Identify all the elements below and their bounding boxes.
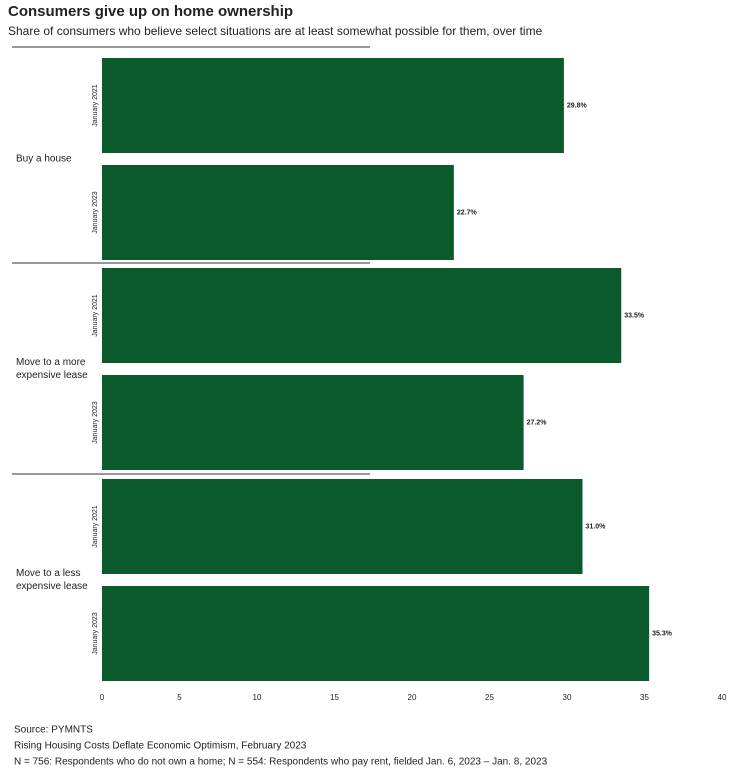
group-label: Move to a less expensive lease <box>16 568 88 592</box>
bar <box>102 58 564 153</box>
x-tick-label: 40 <box>718 693 727 702</box>
x-tick-label: 10 <box>253 693 262 702</box>
series-label: January 2023 <box>92 191 99 234</box>
x-tick-label: 0 <box>100 693 105 702</box>
value-label: 29.8% <box>567 102 588 109</box>
value-label: 35.3% <box>652 630 673 637</box>
bar <box>102 165 454 260</box>
group-label: Buy a house <box>16 153 72 165</box>
footnote: Rising Housing Costs Deflate Economic Op… <box>14 741 307 752</box>
chart-title: Consumers give up on home ownership <box>8 3 293 20</box>
value-label: 33.5% <box>624 312 645 319</box>
bar <box>102 268 622 363</box>
x-tick-label: 25 <box>485 693 494 702</box>
series-label: January 2021 <box>92 505 99 548</box>
value-label: 31.0% <box>586 523 607 530</box>
series-label: January 2021 <box>92 294 99 337</box>
group-label: Move to a more expensive lease <box>16 357 88 381</box>
series-label: January 2023 <box>92 612 99 655</box>
footnote: Source: PYMNTS <box>14 725 93 736</box>
series-label: January 2021 <box>92 84 99 127</box>
value-label: 22.7% <box>457 209 478 216</box>
x-tick-label: 20 <box>408 693 417 702</box>
bar <box>102 479 583 574</box>
x-tick-label: 35 <box>640 693 649 702</box>
value-label: 27.2% <box>527 419 548 426</box>
bar <box>102 375 524 470</box>
series-label: January 2023 <box>92 401 99 444</box>
footnote: N = 756: Respondents who do not own a ho… <box>14 757 548 768</box>
chart-subtitle: Share of consumers who believe select si… <box>8 24 543 38</box>
x-tick-label: 5 <box>177 693 182 702</box>
x-tick-label: 15 <box>330 693 339 702</box>
x-tick-label: 30 <box>563 693 572 702</box>
bar <box>102 586 650 681</box>
